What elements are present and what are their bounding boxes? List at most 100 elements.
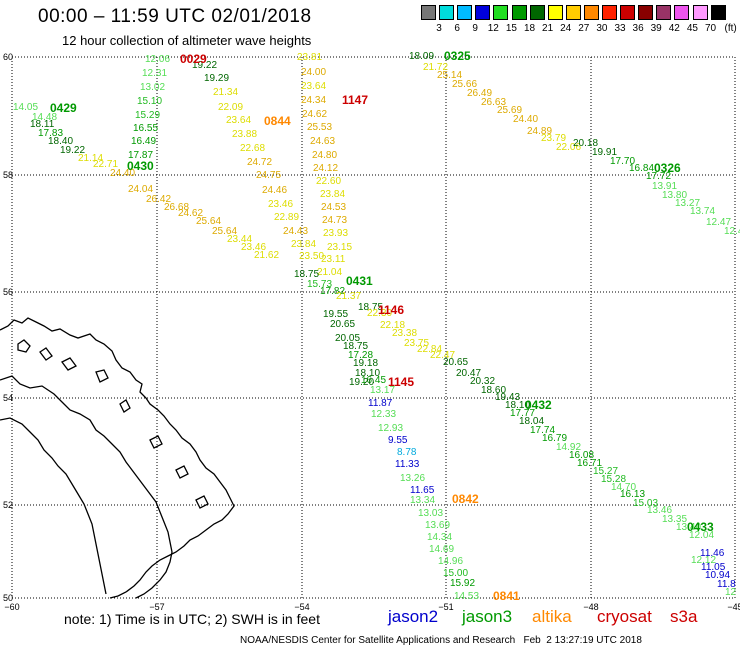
swh-value: 19.22 xyxy=(192,60,217,71)
swh-value: 10.94 xyxy=(705,570,730,581)
scale-label: 45 xyxy=(686,23,698,34)
swh-value: 25.64 xyxy=(196,216,221,227)
coastline-inner xyxy=(0,375,173,599)
swh-value: 17.28 xyxy=(348,350,373,361)
swh-value: 16.13 xyxy=(620,489,645,500)
swh-value: 12.12 xyxy=(691,555,716,566)
swh-value: 14.34 xyxy=(427,532,452,543)
pass-time-label: 0326 xyxy=(654,161,681,175)
swh-value: 19.29 xyxy=(204,73,229,84)
swh-value: 24.00 xyxy=(301,67,326,78)
swh-value: 23.88 xyxy=(232,129,257,140)
swh-value: 16.71 xyxy=(577,458,602,469)
lon-label: −57 xyxy=(149,602,164,612)
lat-label: 54 xyxy=(3,393,13,403)
swh-value: 12 xyxy=(725,587,737,598)
swh-value: 24.62 xyxy=(178,208,203,219)
swh-value: 11.46 xyxy=(700,548,725,559)
swh-value: 25.64 xyxy=(212,226,237,237)
swh-value: 19.55 xyxy=(323,309,348,320)
swh-value: 24.53 xyxy=(321,202,346,213)
scale-label: 9 xyxy=(472,23,478,34)
scale-label: 15 xyxy=(505,23,517,34)
swh-value: 20.47 xyxy=(456,368,481,379)
pass-time-label: 0029 xyxy=(180,52,207,66)
swh-value: 19.43 xyxy=(495,392,520,403)
legend-cryosat: cryosat xyxy=(597,607,652,626)
swh-value: 19.20 xyxy=(349,377,374,388)
swh-value: 22.84 xyxy=(417,344,442,355)
swh-value: 23.50 xyxy=(299,251,324,262)
swh-value: 14.92 xyxy=(556,442,581,453)
pass-time-label: 1145 xyxy=(388,375,414,389)
scale-swatch xyxy=(692,5,708,20)
swh-value: 18.10 xyxy=(505,400,530,411)
swh-value: 14.48 xyxy=(32,112,57,123)
swh-value: 12.04 xyxy=(689,530,714,541)
swh-value: 14.53 xyxy=(454,591,479,602)
swh-value: 22.18 xyxy=(380,320,405,331)
scale-swatch xyxy=(457,5,473,20)
swh-value: 26.63 xyxy=(481,97,506,108)
swh-value: 23.79 xyxy=(541,133,566,144)
swh-value: 16.55 xyxy=(133,123,158,134)
legend-s3a: s3a xyxy=(670,607,698,626)
swh-value: 12.31 xyxy=(142,68,167,79)
coastline-labrador xyxy=(0,317,235,599)
lat-label: 58 xyxy=(3,170,13,180)
swh-value: 24.62 xyxy=(302,109,327,120)
scale-swatch xyxy=(583,5,599,20)
pass-time-label: 0430 xyxy=(127,159,154,173)
swh-value: 13.26 xyxy=(400,473,425,484)
swh-value: 11.33 xyxy=(395,459,420,470)
scale-unit: (ft) xyxy=(724,23,737,34)
swh-value: 18.11 xyxy=(30,119,55,130)
swh-value: 23.46 xyxy=(241,242,266,253)
swh-value: 17.87 xyxy=(128,150,153,161)
swh-value: 13.91 xyxy=(652,181,677,192)
swh-value: 21.72 xyxy=(423,62,448,73)
swh-value: 19.18 xyxy=(353,358,378,369)
swh-value: 15.03 xyxy=(633,498,658,509)
swh-value: 24.40 xyxy=(513,114,538,125)
pass-time-label: 0431 xyxy=(346,274,373,288)
swh-value: 17.70 xyxy=(610,156,635,167)
swh-value: 16.84 xyxy=(629,163,654,174)
pass-time-label: 0841 xyxy=(493,589,520,603)
swh-value: 23.44 xyxy=(227,234,252,245)
swh-value: 20.65 xyxy=(330,319,355,330)
swh-value: 17.77 xyxy=(510,408,535,419)
swh-value: 21.34 xyxy=(213,87,238,98)
swh-value: 13.34 xyxy=(410,495,435,506)
swh-value: 17.72 xyxy=(646,171,671,182)
pass-time-label: 0432 xyxy=(525,398,552,412)
scale-label: 18 xyxy=(523,23,536,34)
swh-value: 25.66 xyxy=(452,79,477,90)
swh-value: 21.62 xyxy=(254,250,279,261)
pass-time-label: 1147 xyxy=(342,93,368,107)
coastline xyxy=(0,317,235,599)
swh-value: 24.34 xyxy=(301,95,326,106)
swh-value: 22.06 xyxy=(556,142,581,153)
swh-value: 18.40 xyxy=(48,136,73,147)
lat-lon-grid: 60 58 56 54 52 50−60 −57 −54 −51 −48 −45 xyxy=(3,52,740,612)
swh-value: 22.47 xyxy=(430,350,455,361)
swh-value: 20.18 xyxy=(573,138,598,149)
swh-value: 23.84 xyxy=(291,239,316,250)
swh-value: 17.83 xyxy=(38,128,63,139)
swh-value: 22.09 xyxy=(218,102,243,113)
swh-value: 13.03 xyxy=(418,508,443,519)
swh-value: 23.38 xyxy=(392,328,417,339)
scale-swatch xyxy=(547,5,563,20)
lat-label: 50 xyxy=(3,593,13,603)
swh-value: 12.4 xyxy=(724,226,740,237)
swh-value: 26.68 xyxy=(164,202,189,213)
lon-label: −60 xyxy=(4,602,19,612)
swh-value: 24.63 xyxy=(310,136,335,147)
scale-swatch xyxy=(529,5,545,20)
scale-label: 70 xyxy=(704,23,717,34)
scale-label: 42 xyxy=(668,23,680,34)
swh-value: 15.00 xyxy=(443,568,468,579)
swh-value: 13.46 xyxy=(647,505,672,516)
